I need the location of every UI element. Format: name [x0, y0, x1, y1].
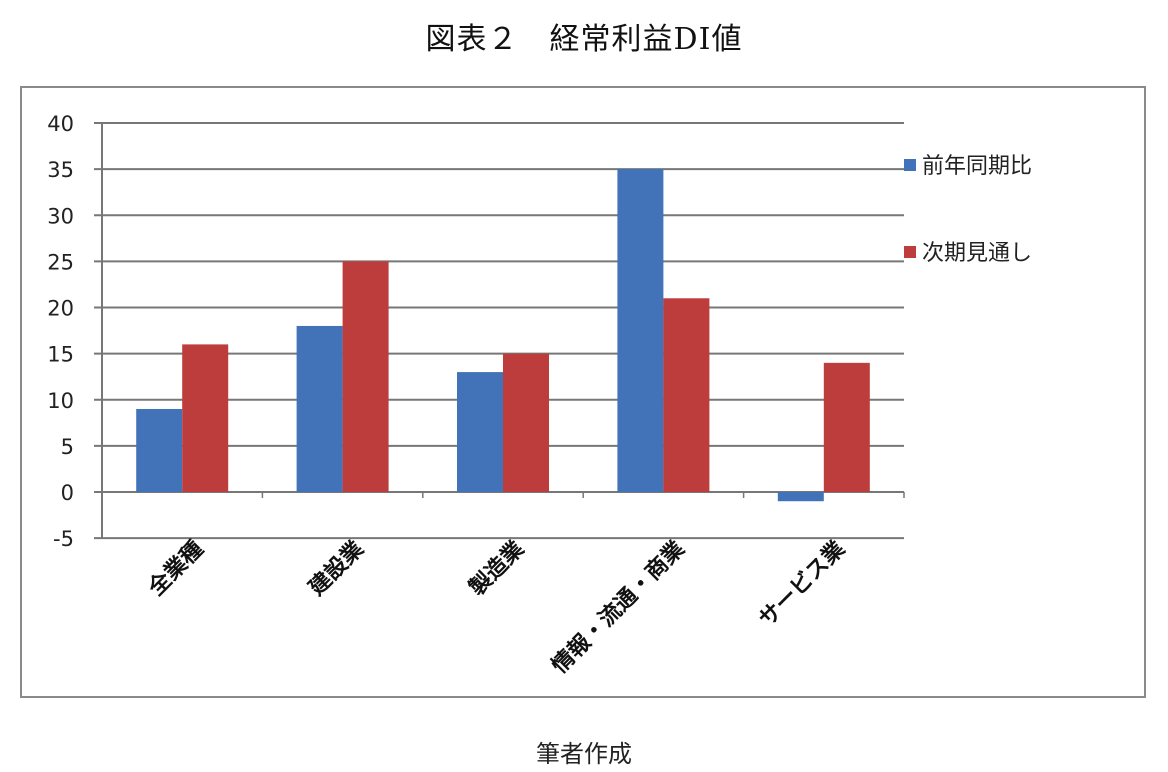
bar-yoy — [136, 408, 183, 492]
bar-yoy — [777, 492, 824, 502]
legend-swatch — [904, 246, 916, 258]
y-tick-label: 15 — [47, 343, 74, 367]
y-tick-label: 25 — [47, 250, 74, 274]
x-category-label: 製造業 — [463, 535, 529, 601]
legend-swatch — [904, 159, 916, 171]
y-tick-label: 35 — [47, 158, 74, 182]
bar-yoy — [617, 169, 664, 492]
bar-yoy — [457, 372, 503, 492]
bar-outlook — [663, 298, 710, 492]
x-category-label: 建設業 — [304, 535, 370, 601]
figure-caption: 筆者作成 — [536, 740, 632, 768]
bar-outlook — [823, 362, 870, 492]
chart-frame: 40 35 30 25 20 15 10 5 0 -5 全業種 建設業 製造業 情報・流通・商業 サービス業… — [20, 86, 1146, 698]
legend-label: 前年同期比 — [922, 154, 1032, 179]
bar-outlook — [342, 261, 389, 492]
y-tick-label: 40 — [47, 112, 74, 136]
bar-chart: 40 35 30 25 20 15 10 5 0 -5 全業種 建設業 製造業 情報・流通・商業 サービス業… — [47, 112, 1032, 679]
y-tick-label: 30 — [47, 204, 74, 228]
legend-label: 次期見通し — [922, 241, 1032, 266]
bar-outlook — [182, 344, 229, 492]
y-tick-label: -5 — [53, 527, 74, 551]
bar-yoy — [296, 325, 343, 492]
bar-outlook — [503, 353, 549, 492]
x-category-label: 情報・流通・商業 — [547, 535, 691, 679]
y-tick-label: 5 — [61, 435, 74, 459]
y-tick-label: 20 — [47, 297, 74, 321]
y-tick-label: 0 — [61, 481, 74, 505]
x-category-label: 全業種 — [143, 536, 209, 602]
x-category-label: サービス業 — [755, 536, 851, 632]
y-tick-label: 10 — [47, 389, 74, 413]
figure-title: 図表２ 経常利益DI値 — [425, 22, 743, 57]
